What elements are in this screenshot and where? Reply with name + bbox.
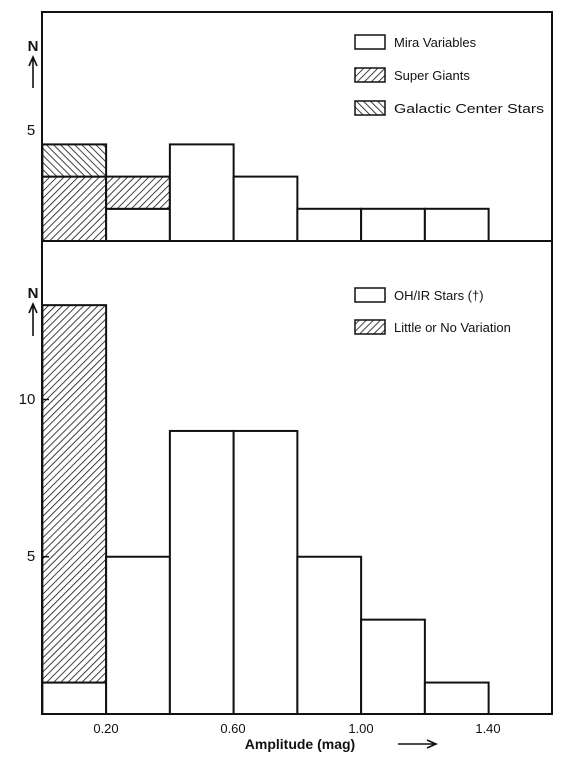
axis-ticks — [42, 143, 49, 558]
bar-mira-2 — [168, 143, 235, 242]
bar-supergiant-1 — [105, 175, 171, 210]
bar-ohir-3 — [232, 429, 299, 715]
xtick-0.60: 0.60 — [220, 721, 245, 736]
top-legend: Mira Variables Super Giants Galactic Cen… — [354, 34, 544, 116]
top-ytick-5: 5 — [27, 122, 35, 139]
bar-no-variation-0 — [41, 304, 108, 684]
bottom-y-arrow-icon — [28, 302, 38, 336]
bottom-legend: OH/IR Stars (†) Little or No Variation — [354, 287, 511, 335]
legend-swatch-supergiants — [354, 67, 386, 83]
bar-ohir-0 — [41, 681, 108, 715]
bottom-y-label: N — [28, 285, 39, 302]
legend-label-supergiants: Super Giants — [394, 68, 470, 83]
top-y-arrow-icon — [28, 55, 38, 88]
legend-label-mira: Mira Variables — [394, 35, 477, 50]
legend-swatch-novariation — [354, 319, 386, 335]
bar-ohir-4 — [296, 555, 363, 715]
xtick-0.20: 0.20 — [93, 721, 118, 736]
legend-swatch-mira — [354, 34, 386, 50]
bar-mira-4 — [296, 207, 363, 243]
bottom-ytick-5: 5 — [27, 548, 35, 565]
xtick-1.00: 1.00 — [348, 721, 373, 736]
bar-ohir-2 — [168, 429, 235, 715]
bottom-histogram — [41, 304, 490, 716]
bar-mira-6 — [423, 207, 490, 243]
bar-galactic-center-0 — [41, 143, 108, 178]
bar-ohir-5 — [360, 618, 426, 716]
xtick-1.40: 1.40 — [475, 721, 500, 736]
top-histogram — [41, 143, 490, 243]
legend-label-ohir: OH/IR Stars (†) — [394, 288, 484, 303]
legend-swatch-ohir — [354, 287, 386, 303]
bar-supergiant-0 — [41, 175, 108, 243]
top-y-label: N — [28, 38, 39, 55]
bottom-ytick-10: 10 — [19, 391, 36, 408]
legend-label-novariation: Little or No Variation — [394, 320, 511, 335]
bar-mira-5 — [360, 207, 426, 243]
bar-mira-3 — [232, 175, 299, 243]
x-axis-arrow-icon — [398, 739, 438, 749]
bar-ohir-6 — [423, 681, 490, 715]
bar-ohir-1 — [105, 555, 171, 715]
legend-label-galactic: Galactic Center Stars — [394, 102, 544, 116]
x-axis-label: Amplitude (mag) — [245, 736, 355, 752]
bar-mira-1 — [105, 207, 171, 243]
legend-swatch-galactic — [354, 100, 386, 116]
